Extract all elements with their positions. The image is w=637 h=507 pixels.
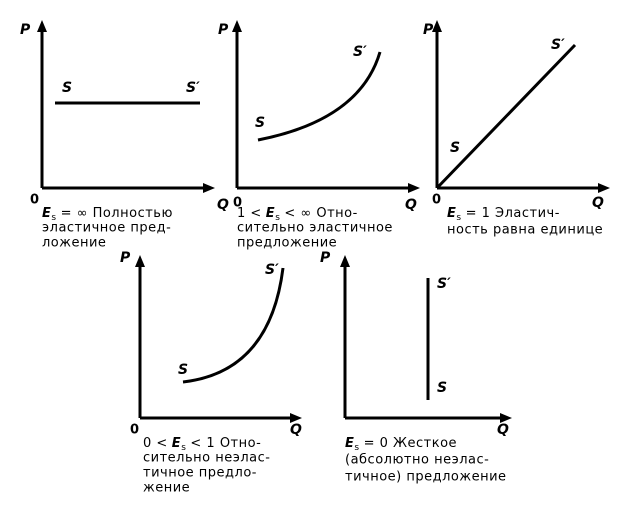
- y-arrow: [340, 255, 350, 267]
- x-arrow: [290, 413, 302, 423]
- panel: P Q 0 S S′ Es = 1 Эластич-ность равна единице: [423, 20, 610, 238]
- x-axis-label: Q: [497, 422, 509, 438]
- curve-label: S′: [437, 276, 451, 292]
- x-axis-label: Q: [217, 197, 229, 213]
- elasticity-symbol: E: [345, 436, 354, 451]
- y-axis-label: P: [423, 22, 434, 38]
- caption-line: ложение: [42, 236, 106, 251]
- caption-line: жение: [143, 481, 190, 496]
- elasticity-symbol: E: [266, 206, 275, 221]
- y-axis-label: P: [320, 250, 331, 266]
- panel: P Q S S′ Es = 0 Жесткое (абсолютно неэлас-тичн…: [320, 250, 512, 485]
- y-axis-label: P: [218, 22, 229, 38]
- caption-prefix: 0 <: [143, 436, 168, 451]
- supply-curve: [435, 43, 577, 190]
- caption-text: = 0 Жесткое: [364, 436, 457, 451]
- origin-label: 0: [30, 193, 39, 208]
- curve-label: S: [255, 115, 265, 131]
- caption-line: ность равна единице: [447, 223, 603, 238]
- caption-line: сительно неэлас-: [143, 451, 270, 466]
- origin-label: 0: [130, 423, 139, 438]
- caption-line: Es = 0 Жесткое: [345, 436, 457, 453]
- caption-line: 0 < Es < 1 Отно-: [143, 436, 261, 453]
- curve-label: S: [178, 362, 188, 378]
- y-axis-label: P: [20, 22, 31, 38]
- curve-label: S′: [353, 44, 367, 60]
- caption-line: 1 < Es < ∞ Отно-: [237, 206, 358, 223]
- elasticity-symbol: E: [42, 206, 51, 221]
- origin-label: 0: [233, 196, 242, 211]
- caption-line: тичное предло-: [143, 466, 257, 481]
- caption-text: = 1 Эластич-: [466, 206, 560, 221]
- caption-prefix: 1 <: [237, 206, 262, 221]
- caption-line: (абсолютно неэлас-: [345, 453, 489, 468]
- elasticity-subscript: s: [456, 213, 461, 223]
- supply-curve: [182, 267, 285, 384]
- elasticity-subscript: s: [354, 443, 359, 453]
- caption-text: = ∞ Полностью: [61, 206, 173, 221]
- y-arrow: [232, 20, 242, 32]
- curve-label: S′: [551, 37, 565, 53]
- y-arrow: [135, 255, 145, 267]
- panel: P Q 0 S S′ 0 < Es < 1 Отно-сительно неэлас-тичн…: [120, 250, 302, 496]
- caption-line: предложение: [237, 236, 337, 251]
- x-arrow: [408, 183, 420, 193]
- x-axis-label: Q: [592, 195, 604, 211]
- caption-line: тичное) предложение: [345, 470, 507, 485]
- x-arrow: [598, 183, 610, 193]
- elasticity-subscript: s: [275, 213, 280, 223]
- x-axis-label: Q: [405, 197, 417, 213]
- y-axis-label: P: [120, 250, 131, 266]
- curve-label: S: [437, 380, 447, 396]
- caption-line: эластичное пред-: [42, 221, 171, 236]
- curve-label: S: [62, 80, 72, 96]
- caption-line: Es = 1 Эластич-: [447, 206, 560, 223]
- caption-text: < ∞ Отно-: [284, 206, 357, 221]
- y-arrow: [432, 20, 442, 32]
- x-arrow: [500, 413, 512, 423]
- y-arrow: [37, 20, 47, 32]
- elasticity-symbol: E: [172, 436, 181, 451]
- x-arrow: [203, 183, 215, 193]
- caption-text: < 1 Отно-: [190, 436, 261, 451]
- curve-label: S: [450, 140, 460, 156]
- supply-curve: [257, 51, 382, 142]
- caption-line: сительно эластичное: [237, 221, 393, 236]
- x-axis-label: Q: [290, 422, 302, 438]
- curve-label: S′: [186, 80, 200, 96]
- curve-label: S′: [265, 262, 279, 278]
- elasticity-symbol: E: [447, 206, 456, 221]
- elasticity-subscript: s: [181, 443, 186, 453]
- elasticity-subscript: s: [51, 213, 56, 223]
- origin-label: 0: [432, 193, 441, 208]
- caption-line: Es = ∞ Полностью: [42, 206, 173, 223]
